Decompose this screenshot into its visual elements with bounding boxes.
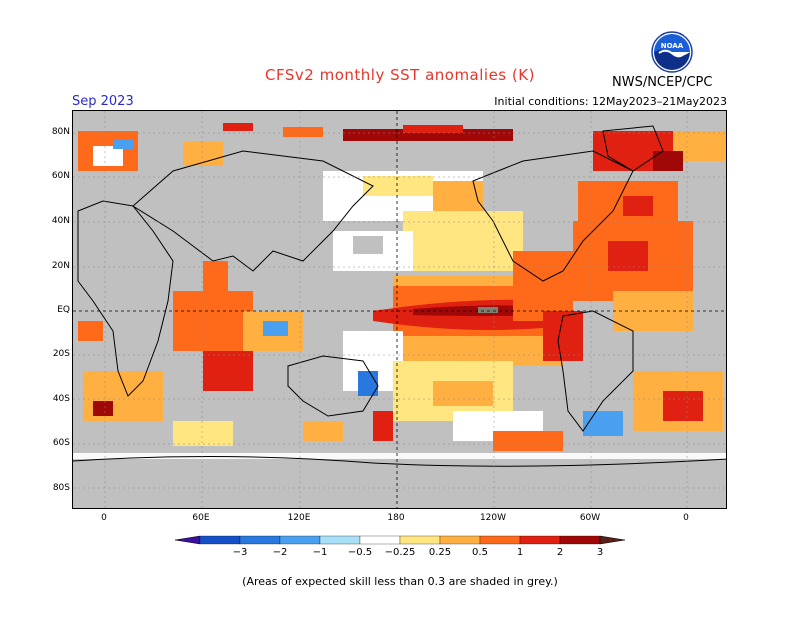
lon-label-0: 0 [101,513,107,523]
graticule [73,111,726,508]
lon-label-180: 180 [387,513,405,523]
colorbar-label: 3 [596,547,604,558]
lat-label-40n: 40N [51,216,70,226]
colorbar-label: −1 [312,547,328,558]
sst-anomaly-map [72,110,727,509]
initial-conditions-label: Initial conditions: 12May2023–21May2023 [494,95,727,108]
colorbar-cell [399,535,441,545]
lat-label-20n: 20N [51,261,70,271]
lat-label-80s: 80S [52,483,70,493]
lat-label-40s: 40S [52,394,70,404]
continent-outlines [73,125,726,467]
colorbar-cell [239,535,281,545]
colorbar-cell [199,535,241,545]
colorbar-label: 2 [556,547,564,558]
colorbar-cell [519,535,561,545]
noaa-logo: NOAA [651,31,693,73]
valid-month-label: Sep 2023 [72,94,134,109]
lon-label-120e: 120E [287,513,311,523]
equator-dateline [73,111,726,508]
lat-label-eq: EQ [57,305,70,315]
colorbar [174,535,626,545]
lat-label-60s: 60S [52,438,70,448]
colorbar-cell [319,535,361,545]
lat-label-80n: 80N [51,127,70,137]
colorbar-label: 0.25 [428,547,452,558]
lon-label-60w: 60W [579,513,601,523]
colorbar-cell [359,535,401,545]
colorbar-cell [279,535,321,545]
colorbar-label: −0.5 [347,547,373,558]
lon-label-0-east: 0 [683,513,689,523]
lat-label-60n: 60N [51,171,70,181]
colorbar-cell [479,535,521,545]
svg-text:NOAA: NOAA [661,42,684,50]
colorbar-label: −2 [272,547,288,558]
skill-footnote: (Areas of expected skill less than 0.3 a… [242,575,558,588]
colorbar-label: 1 [516,547,524,558]
map-title: CFSv2 monthly SST anomalies (K) [265,66,535,84]
lat-label-20s: 20S [52,349,70,359]
colorbar-label: −0.25 [384,547,416,558]
arctic-anomalies [78,123,726,171]
colorbar-high-arrow [599,535,626,545]
colorbar-cell [559,535,601,545]
colorbar-label: −3 [232,547,248,558]
agency-label: NWS/NCEP/CPC [612,75,713,90]
map-canvas [73,111,726,508]
lon-label-120w: 120W [479,513,507,523]
lon-label-60e: 60E [192,513,210,523]
colorbar-label: 0.5 [472,547,488,558]
southern-anomalies [83,331,723,451]
colorbar-cell [439,535,481,545]
colorbar-low-arrow [174,535,201,545]
indian-ocean-anomalies [78,261,303,391]
north-pacific-anomalies [323,171,523,271]
